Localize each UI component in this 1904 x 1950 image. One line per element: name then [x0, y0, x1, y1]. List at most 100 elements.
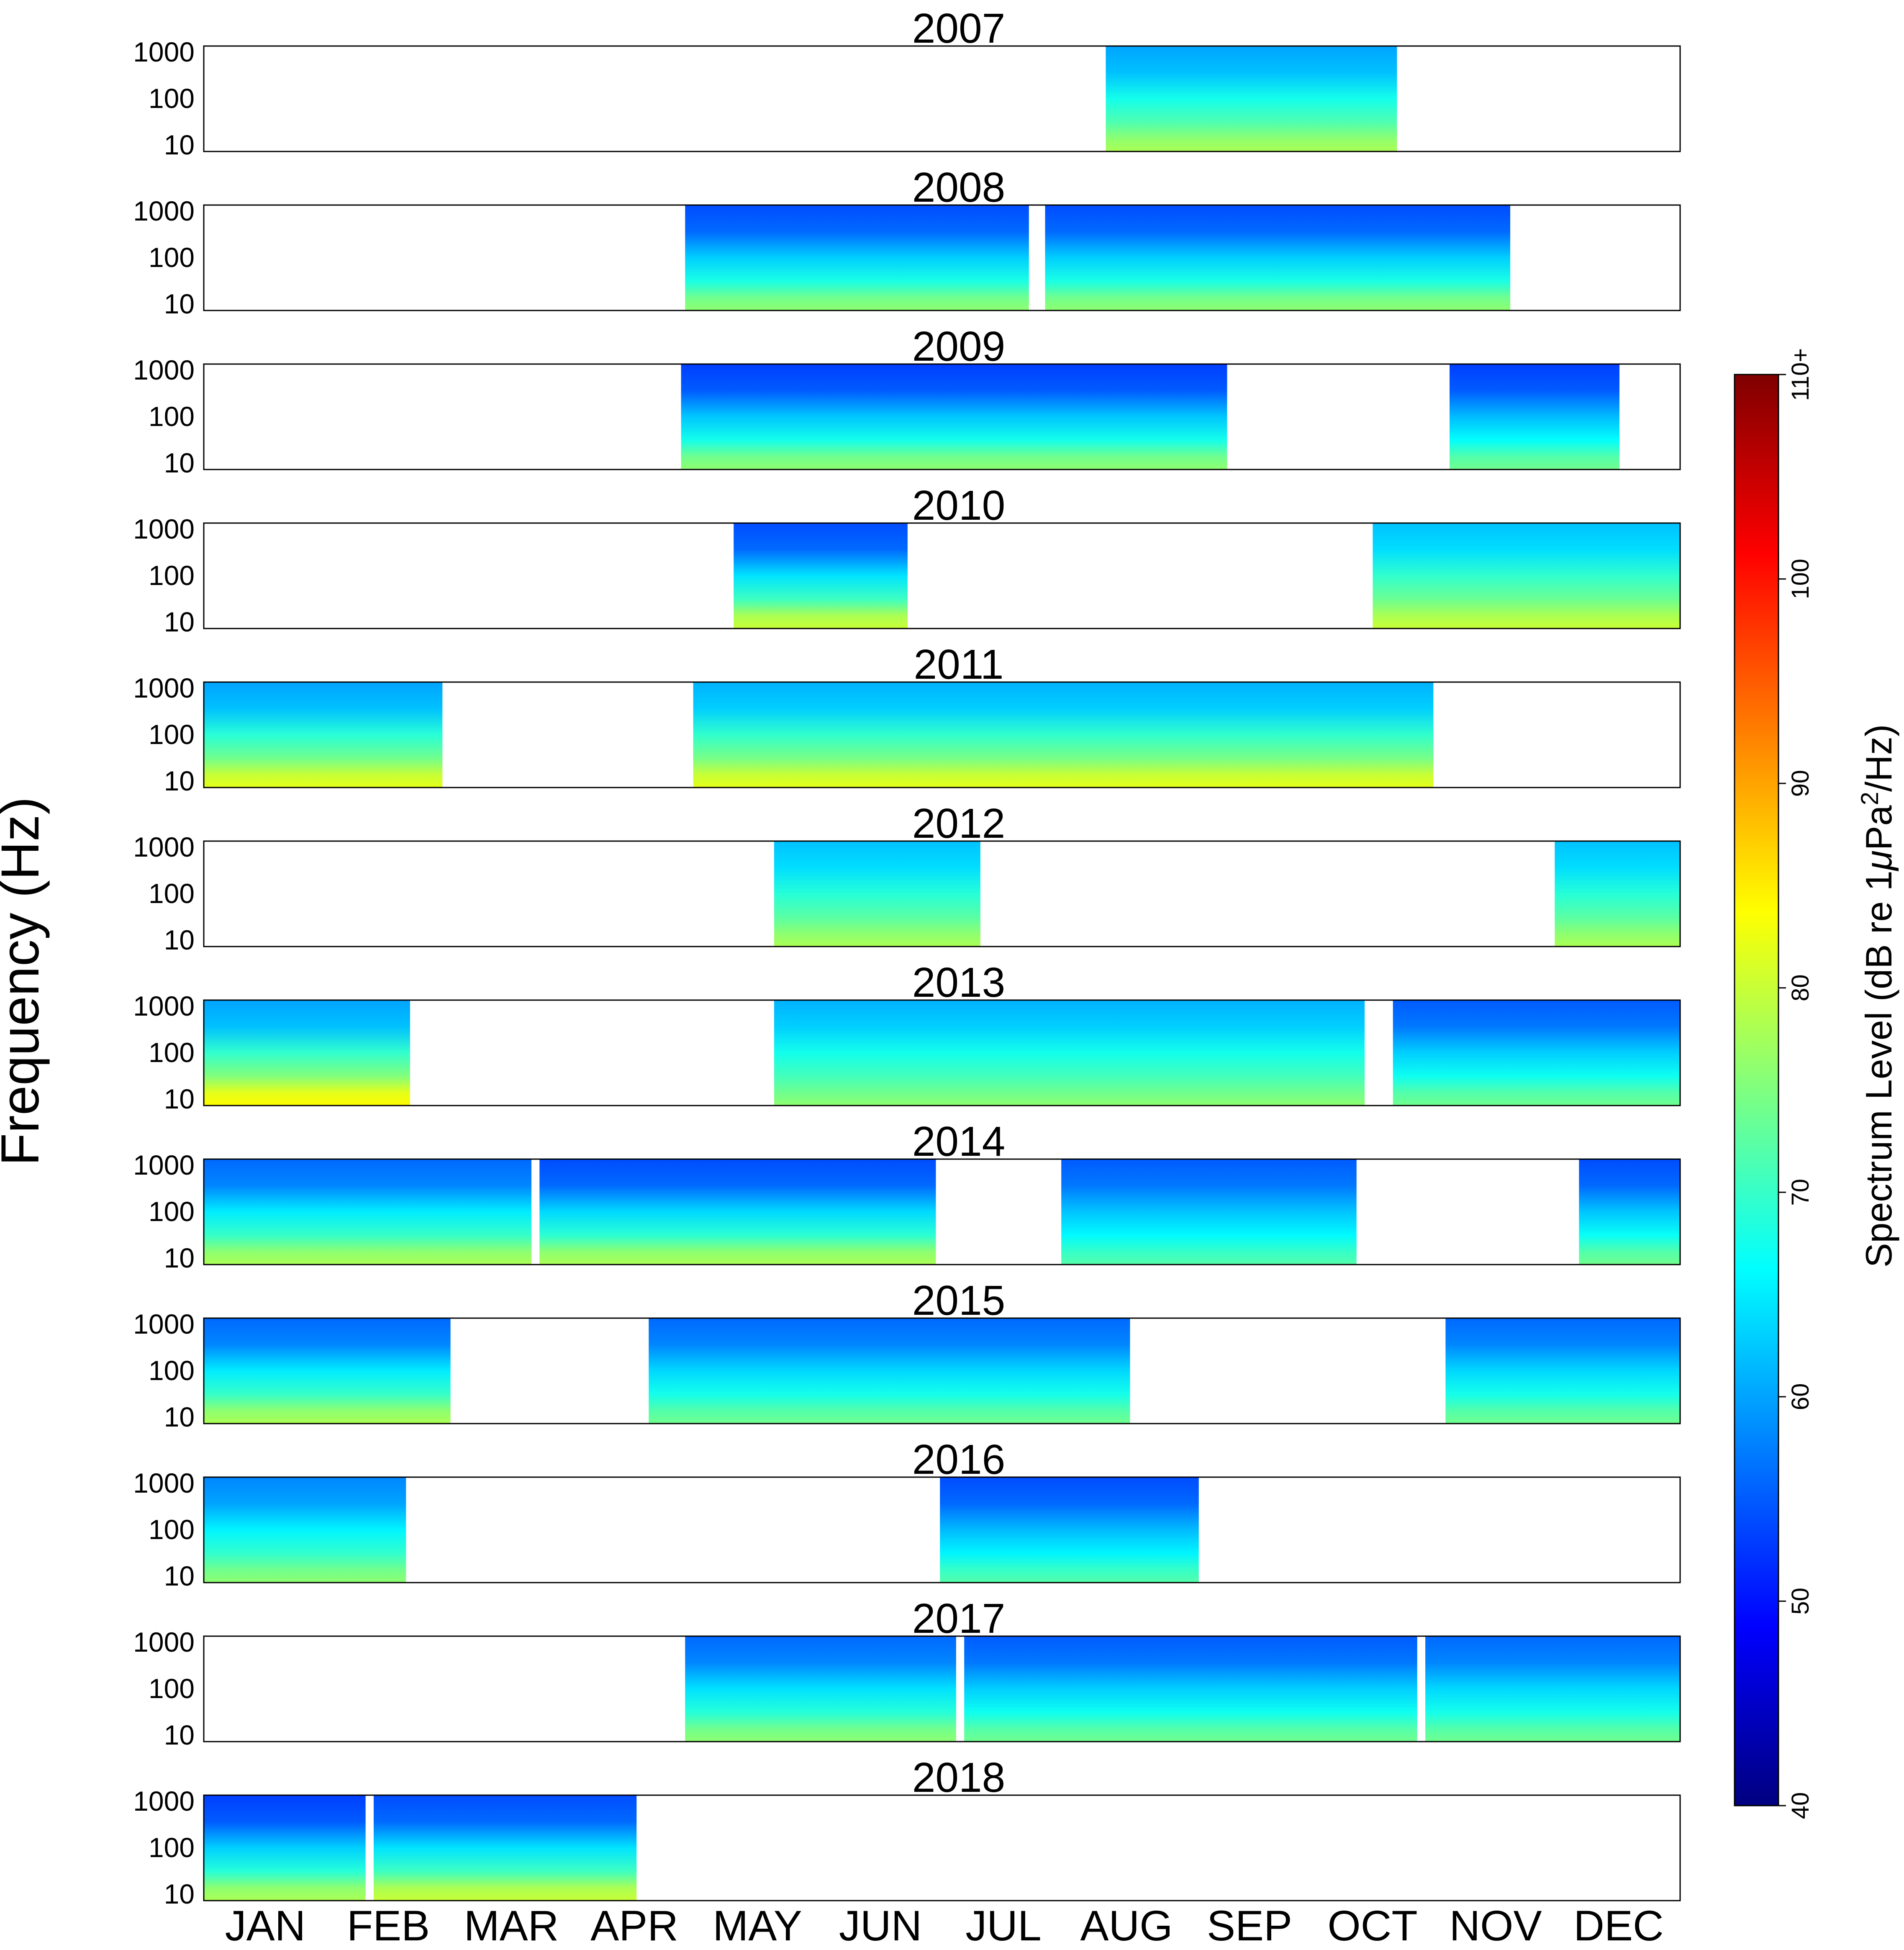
- panel-title: 2018: [912, 1754, 1005, 1801]
- colorbar: 40 50 60 70 80 90 100 110+ Spectrum Level (dB r…: [1734, 348, 1899, 1819]
- panel-frame: [203, 840, 1681, 947]
- panel-title: 2012: [912, 800, 1005, 847]
- year-panel-2012: 2012 1000 100 10: [133, 800, 1681, 955]
- spectrogram-segment: [204, 1477, 406, 1583]
- y-tick-label: 10: [164, 765, 195, 796]
- x-tick-label: FEB: [347, 1902, 430, 1948]
- y-tick-label: 10: [164, 288, 195, 319]
- x-tick-label: APR: [590, 1902, 678, 1948]
- year-panel-2017: 2017 1000 100 10: [133, 1595, 1681, 1750]
- y-tick-label: 1000: [133, 36, 195, 67]
- year-panel-2009: 2009 1000 100 10: [133, 323, 1681, 478]
- panel-frame: [203, 1476, 1681, 1583]
- y-tick-label: 100: [149, 1514, 195, 1545]
- colorbar-tick-label: 40: [1787, 1792, 1814, 1819]
- y-tick-label: 100: [149, 1355, 195, 1386]
- colorbar-tick-label: 70: [1787, 1179, 1814, 1206]
- spectrogram-segment: [685, 1636, 956, 1742]
- panel-frame: [203, 204, 1681, 311]
- year-panel-2013: 2013 1000 100 10: [133, 959, 1681, 1114]
- panel-frame: [203, 1158, 1681, 1265]
- panel-frame: [203, 1794, 1681, 1901]
- year-panel-2007: 2007 1000 100 10: [133, 5, 1681, 160]
- y-tick-label: 10: [164, 1560, 195, 1591]
- year-panel-2011: 2011 1000 100 10: [133, 641, 1681, 796]
- panel-title: 2013: [912, 959, 1005, 1006]
- year-panel-2008: 2008 1000 100 10: [133, 164, 1681, 319]
- panel-title: 2010: [912, 482, 1005, 529]
- y-tick-label: 1000: [133, 513, 195, 544]
- panel-frame: [203, 363, 1681, 470]
- y-tick-label: 100: [149, 560, 195, 591]
- y-tick-label: 10: [164, 924, 195, 955]
- spectrogram-segment: [1061, 1159, 1357, 1265]
- panel-title: 2008: [912, 164, 1005, 211]
- x-tick-label: MAY: [713, 1902, 802, 1948]
- spectrogram-segment: [685, 205, 1029, 310]
- panel-title: 2015: [912, 1277, 1005, 1324]
- colorbar-tick-label: 110+: [1787, 348, 1814, 401]
- x-tick-label: DEC: [1573, 1902, 1663, 1948]
- colorbar-tick-label: 90: [1787, 770, 1814, 797]
- spectrogram-segment: [734, 523, 908, 629]
- y-tick-label: 100: [149, 242, 195, 273]
- x-tick-label: JUL: [965, 1902, 1041, 1948]
- spectrogram-segment: [1373, 523, 1680, 629]
- spectrogram-segment: [1555, 841, 1680, 947]
- y-axis-label: Frequency (Hz): [0, 797, 50, 1166]
- x-tick-label: SEP: [1207, 1902, 1292, 1948]
- panel-frame: [203, 522, 1681, 629]
- y-tick-label: 1000: [133, 1149, 195, 1180]
- y-tick-label: 10: [164, 1083, 195, 1114]
- spectrogram-segment: [1425, 1636, 1680, 1742]
- spectrogram-segment: [204, 1795, 366, 1901]
- spectrogram-segment: [1450, 364, 1620, 470]
- x-tick-label: AUG: [1080, 1902, 1173, 1948]
- year-panel-2018: 2018 1000 100 10: [133, 1754, 1681, 1909]
- y-tick-label: 100: [149, 401, 195, 432]
- y-tick-label: 10: [164, 1719, 195, 1750]
- spectrogram-segment: [693, 682, 1434, 788]
- panel-frame: [203, 681, 1681, 788]
- colorbar-gradient: [1734, 374, 1779, 1806]
- y-tick-label: 10: [164, 606, 195, 637]
- spectrogram-segment: [373, 1795, 637, 1901]
- spectrogram-segment: [1106, 46, 1397, 151]
- y-tick-label: 10: [164, 1878, 195, 1909]
- y-tick-label: 1000: [133, 354, 195, 385]
- spectrogram-segment: [204, 682, 443, 788]
- panel-frame: [203, 1317, 1681, 1424]
- panel-frame: [203, 45, 1681, 152]
- spectrogram-segment: [681, 364, 1227, 470]
- year-panel-2014: 2014 1000 100 10: [133, 1118, 1681, 1273]
- y-tick-label: 100: [149, 1037, 195, 1068]
- colorbar-tick-label: 50: [1787, 1588, 1814, 1615]
- y-tick-label: 100: [149, 83, 195, 114]
- year-panel-2015: 2015 1000 100 10: [133, 1277, 1681, 1432]
- x-tick-label: NOV: [1449, 1902, 1542, 1948]
- spectrogram-segment: [204, 1159, 531, 1265]
- y-tick-label: 1000: [133, 1309, 195, 1339]
- spectrogram-segment: [964, 1636, 1417, 1742]
- y-tick-label: 10: [164, 447, 195, 478]
- colorbar-tick-label: 80: [1787, 974, 1814, 1001]
- colorbar-tick-label: 60: [1787, 1383, 1814, 1411]
- y-tick-label: 1000: [133, 672, 195, 703]
- y-tick-label: 100: [149, 1673, 195, 1704]
- y-tick-label: 1000: [133, 1627, 195, 1658]
- colorbar-tick-label: 100: [1787, 559, 1814, 599]
- spectrogram-segment: [1393, 1000, 1680, 1106]
- x-tick-label: JUN: [839, 1902, 922, 1948]
- panel-title: 2016: [912, 1436, 1005, 1483]
- panel-frame: [203, 1635, 1681, 1742]
- spectrogram-segment: [774, 1000, 1365, 1106]
- y-tick-label: 1000: [133, 1468, 195, 1498]
- y-tick-label: 100: [149, 1832, 195, 1863]
- spectrogram-segment: [204, 1318, 451, 1424]
- y-tick-label: 10: [164, 1242, 195, 1273]
- spectrogram-segment: [1579, 1159, 1680, 1265]
- colorbar-label: Spectrum Level (dB re 1μPa2/Hz): [1856, 724, 1899, 1268]
- spectrogram-segment: [649, 1318, 1130, 1424]
